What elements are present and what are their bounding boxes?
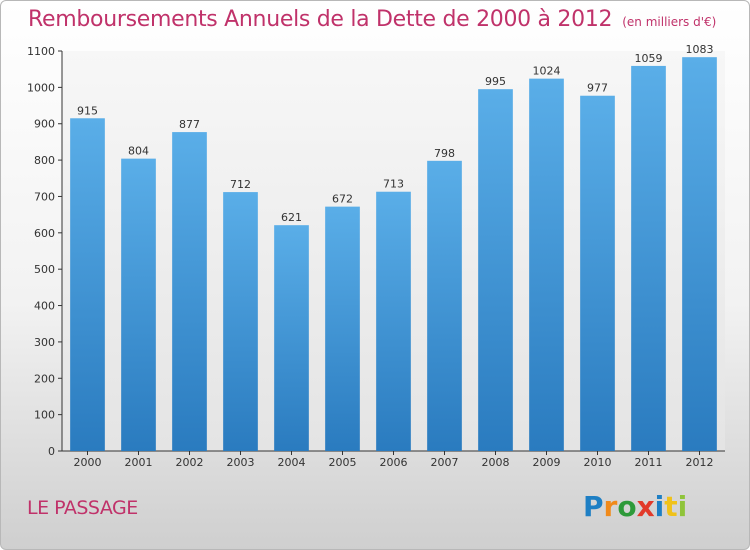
bar-2003	[223, 192, 258, 451]
y-tick-label: 900	[34, 118, 55, 131]
bar-2000	[70, 118, 105, 451]
value-label-2005: 672	[332, 193, 353, 206]
x-tick-label: 2004	[278, 456, 306, 469]
x-axis: 2000 2001 2002 2003 2004 2005 2006 2007 2008 2009…	[62, 450, 725, 469]
value-label-2009: 1024	[533, 65, 561, 78]
x-tick-label: 2000	[74, 456, 102, 469]
bar-2005	[325, 206, 360, 451]
value-label-2006: 713	[383, 178, 404, 191]
bar-2010	[580, 95, 615, 452]
bar-2009	[529, 78, 564, 452]
value-label-2003: 712	[230, 178, 251, 191]
bar-2001	[121, 158, 156, 452]
value-label-2011: 1059	[635, 52, 663, 65]
y-tick-label: 100	[34, 409, 55, 422]
value-label-2004: 621	[281, 211, 302, 224]
bar-2011	[631, 65, 666, 451]
value-label-2008: 995	[485, 75, 506, 88]
bar-2012	[682, 57, 717, 451]
y-tick-label: 1000	[27, 81, 55, 94]
x-tick-label: 2002	[176, 456, 204, 469]
y-tick-label: 700	[34, 190, 55, 203]
x-tick-label: 2008	[482, 456, 510, 469]
logo-letter: i	[677, 490, 688, 523]
title-text: Remboursements Annuels de la Dette de 20…	[28, 7, 613, 32]
bar-2002	[172, 132, 207, 451]
logo-letter: o	[617, 490, 637, 523]
bars-group	[70, 57, 717, 452]
x-tick-label: 2011	[635, 456, 663, 469]
y-tick-label: 300	[34, 336, 55, 349]
logo-letter: t	[664, 490, 678, 523]
value-labels-group: 915 804 877 712 621 672 713 798 995 1024 977 1059 10…	[77, 43, 714, 224]
chart-title: Remboursements Annuels de la Dette de 20…	[28, 7, 716, 32]
value-label-2010: 977	[587, 82, 608, 95]
x-tick-label: 2003	[227, 456, 255, 469]
y-tick-label: 400	[34, 300, 55, 313]
bar-2004	[274, 225, 309, 451]
bar-2008	[478, 89, 513, 451]
unit-label: (en milliers d'€)	[622, 15, 717, 29]
logo-letter: r	[603, 490, 618, 523]
y-tick-label: 800	[34, 154, 55, 167]
x-tick-label: 2012	[686, 456, 714, 469]
x-tick-label: 2010	[584, 456, 612, 469]
logo-letter: x	[636, 490, 655, 523]
x-tick-label: 2006	[380, 456, 408, 469]
x-tick-label: 2001	[125, 456, 153, 469]
y-tick-label: 200	[34, 372, 55, 385]
y-tick-label: 500	[34, 263, 55, 276]
value-label-2012: 1083	[686, 43, 714, 56]
y-tick-label: 600	[34, 227, 55, 240]
bar-2006	[376, 191, 411, 451]
proxiti-logo: Proxiti	[583, 490, 687, 524]
x-tick-label: 2005	[329, 456, 357, 469]
x-tick-label: 2009	[533, 456, 561, 469]
value-label-2000: 915	[77, 104, 98, 117]
bar-2007	[427, 160, 462, 451]
y-axis: 0 100 200 300 400 500 600 700 800 900 1000 1100	[27, 45, 63, 458]
x-tick-label: 2007	[431, 456, 459, 469]
subject-name: LE PASSAGE	[27, 497, 138, 519]
y-tick-label: 0	[48, 445, 55, 458]
logo-letter: i	[654, 490, 665, 523]
value-label-2001: 804	[128, 145, 149, 158]
value-label-2007: 798	[434, 147, 455, 160]
value-label-2002: 877	[179, 118, 200, 131]
y-tick-label: 1100	[27, 45, 55, 58]
logo-letter: P	[583, 490, 604, 523]
